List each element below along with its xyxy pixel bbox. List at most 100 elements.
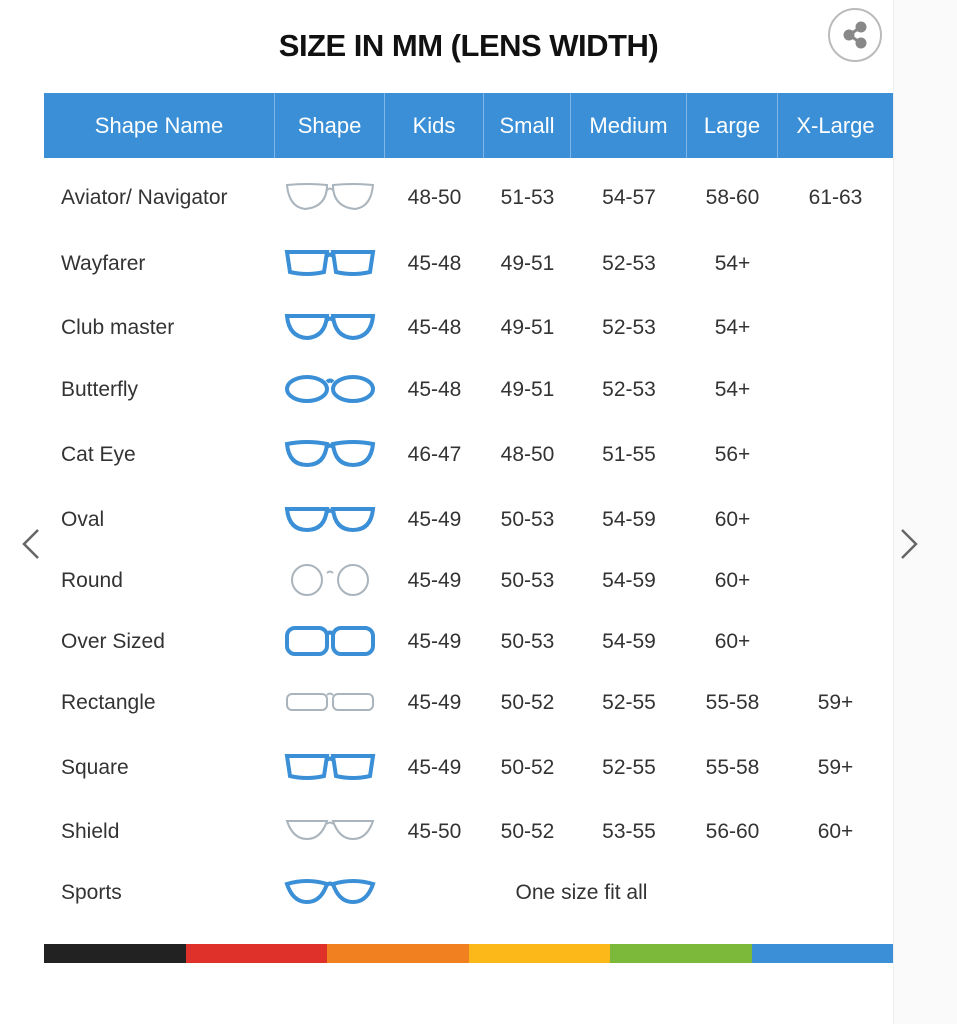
table-row: Cat Eye 46-47 48-50 51-55 56+ bbox=[44, 430, 893, 480]
shape-name-cell: Butterfly bbox=[61, 378, 139, 401]
table-row: Rectangle 45-49 50-52 52-55 55-58 59+ bbox=[44, 678, 893, 728]
size-cell-small: 50-52 bbox=[500, 820, 555, 843]
next-arrow-icon[interactable] bbox=[894, 526, 924, 562]
size-cell-large: 54+ bbox=[714, 316, 751, 339]
table-row: Aviator/ Navigator 48-50 51-53 54-57 58-60 61… bbox=[44, 173, 893, 223]
table-row: Club master 45-48 49-51 52-53 54+ bbox=[44, 303, 893, 353]
size-cell-small: 48-50 bbox=[500, 443, 555, 466]
size-cell-kids: 45-48 bbox=[407, 252, 462, 275]
table-row: Butterfly 45-48 49-51 52-53 54+ bbox=[44, 365, 893, 415]
size-cell-large: 60+ bbox=[714, 569, 751, 592]
size-cell-small: 50-52 bbox=[500, 756, 555, 779]
size-cell-kids: 45-49 bbox=[407, 691, 462, 714]
shape-name-cell: Club master bbox=[61, 316, 175, 339]
size-cell-medium: 51-55 bbox=[602, 443, 656, 466]
column-header: Shape Name bbox=[44, 93, 275, 158]
size-cell-small: 50-52 bbox=[500, 691, 555, 714]
glasses-rectangle-icon bbox=[275, 686, 385, 720]
size-cell-large: 56+ bbox=[714, 443, 751, 466]
size-cell-small: 49-51 bbox=[500, 316, 555, 339]
stripe-segment bbox=[185, 944, 327, 963]
column-header: Large bbox=[687, 93, 778, 158]
size-cell-large: 60+ bbox=[714, 508, 751, 531]
column-header: Medium bbox=[571, 93, 687, 158]
stripe-segment bbox=[468, 944, 610, 963]
size-cell-small: 50-53 bbox=[500, 630, 555, 653]
shape-name-cell: Round bbox=[61, 569, 123, 592]
size-cell-medium: 54-59 bbox=[602, 630, 656, 653]
glasses-shield-icon bbox=[275, 815, 385, 849]
shape-name-cell: Sports bbox=[61, 881, 122, 904]
color-stripe bbox=[44, 944, 893, 963]
size-cell-kids: 45-49 bbox=[407, 756, 462, 779]
size-cell-kids: 45-48 bbox=[407, 378, 462, 401]
size-cell-kids: 45-49 bbox=[407, 508, 462, 531]
table-row: Round 45-49 50-53 54-59 60+ bbox=[44, 556, 893, 606]
page-title: SIZE IN MM (LENS WIDTH) bbox=[278, 28, 659, 63]
size-cell-large: 60+ bbox=[714, 630, 751, 653]
shape-name-cell: Oval bbox=[61, 508, 105, 531]
stripe-segment bbox=[751, 944, 893, 963]
table-header: Shape Name Shape Kids Small Medium Large X-Lar… bbox=[44, 93, 893, 158]
size-cell-xlarge: 59+ bbox=[817, 756, 854, 779]
glasses-round-icon bbox=[275, 564, 385, 598]
size-cell-medium: 54-57 bbox=[602, 186, 656, 209]
size-cell-medium: 52-53 bbox=[602, 252, 656, 275]
size-cell-xlarge: 60+ bbox=[817, 820, 854, 843]
size-cell-large: 56-60 bbox=[705, 820, 760, 843]
shape-name-cell: Over Sized bbox=[61, 630, 165, 653]
size-cell-medium: 53-55 bbox=[602, 820, 656, 843]
size-cell-medium: 52-53 bbox=[602, 378, 656, 401]
size-cell-small: 50-53 bbox=[500, 569, 555, 592]
size-cell-kids: 45-49 bbox=[407, 569, 462, 592]
size-cell-xlarge: 59+ bbox=[817, 691, 854, 714]
size-cell-kids: 46-47 bbox=[407, 443, 462, 466]
glasses-wayfarer-icon bbox=[275, 247, 385, 281]
glasses-butterfly-icon bbox=[275, 373, 385, 407]
size-cell: One size fit all bbox=[515, 881, 648, 904]
size-cell-kids: 45-50 bbox=[407, 820, 462, 843]
glasses-aviator-icon bbox=[275, 181, 385, 215]
size-cell-medium: 54-59 bbox=[602, 508, 656, 531]
size-cell-large: 55-58 bbox=[705, 756, 760, 779]
glasses-oval-icon bbox=[275, 503, 385, 537]
table-row: Oval 45-49 50-53 54-59 60+ bbox=[44, 495, 893, 545]
share-button[interactable] bbox=[828, 8, 882, 62]
shape-name-cell: Shield bbox=[61, 820, 120, 843]
shape-name-cell: Square bbox=[61, 756, 129, 779]
glasses-oversized-icon bbox=[275, 625, 385, 659]
size-cell-small: 49-51 bbox=[500, 378, 555, 401]
stripe-segment bbox=[610, 944, 752, 963]
glasses-square-icon bbox=[275, 751, 385, 785]
shape-name-cell: Aviator/ Navigator bbox=[61, 186, 228, 209]
table-row: Over Sized 45-49 50-53 54-59 60+ bbox=[44, 617, 893, 667]
size-cell-large: 54+ bbox=[714, 252, 751, 275]
column-header: Small bbox=[484, 93, 571, 158]
size-cell-small: 49-51 bbox=[500, 252, 555, 275]
glasses-clubmaster-icon bbox=[275, 311, 385, 345]
glasses-cateye-icon bbox=[275, 438, 385, 472]
stripe-segment bbox=[44, 944, 186, 963]
size-cell-medium: 52-53 bbox=[602, 316, 656, 339]
size-cell-small: 51-53 bbox=[500, 186, 555, 209]
table-row: Sports One size fit all bbox=[44, 868, 893, 918]
size-cell-kids: 48-50 bbox=[407, 186, 462, 209]
size-cell-large: 54+ bbox=[714, 378, 751, 401]
size-cell-medium: 52-55 bbox=[602, 691, 656, 714]
size-cell-large: 55-58 bbox=[705, 691, 760, 714]
size-cell-small: 50-53 bbox=[500, 508, 555, 531]
shape-name-cell: Rectangle bbox=[61, 691, 156, 714]
shape-name-cell: Wayfarer bbox=[61, 252, 146, 275]
size-cell-medium: 54-59 bbox=[602, 569, 656, 592]
stripe-segment bbox=[327, 944, 469, 963]
size-cell-xlarge: 61-63 bbox=[808, 186, 863, 209]
share-icon bbox=[843, 21, 867, 49]
size-cell-kids: 45-49 bbox=[407, 630, 462, 653]
size-cell-medium: 52-55 bbox=[602, 756, 656, 779]
column-header: Shape bbox=[275, 93, 385, 158]
size-cell-kids: 45-48 bbox=[407, 316, 462, 339]
page-edge bbox=[893, 0, 957, 1024]
table-row: Wayfarer 45-48 49-51 52-53 54+ bbox=[44, 239, 893, 289]
column-header: X-Large bbox=[796, 112, 875, 138]
previous-arrow-icon[interactable] bbox=[16, 526, 46, 562]
